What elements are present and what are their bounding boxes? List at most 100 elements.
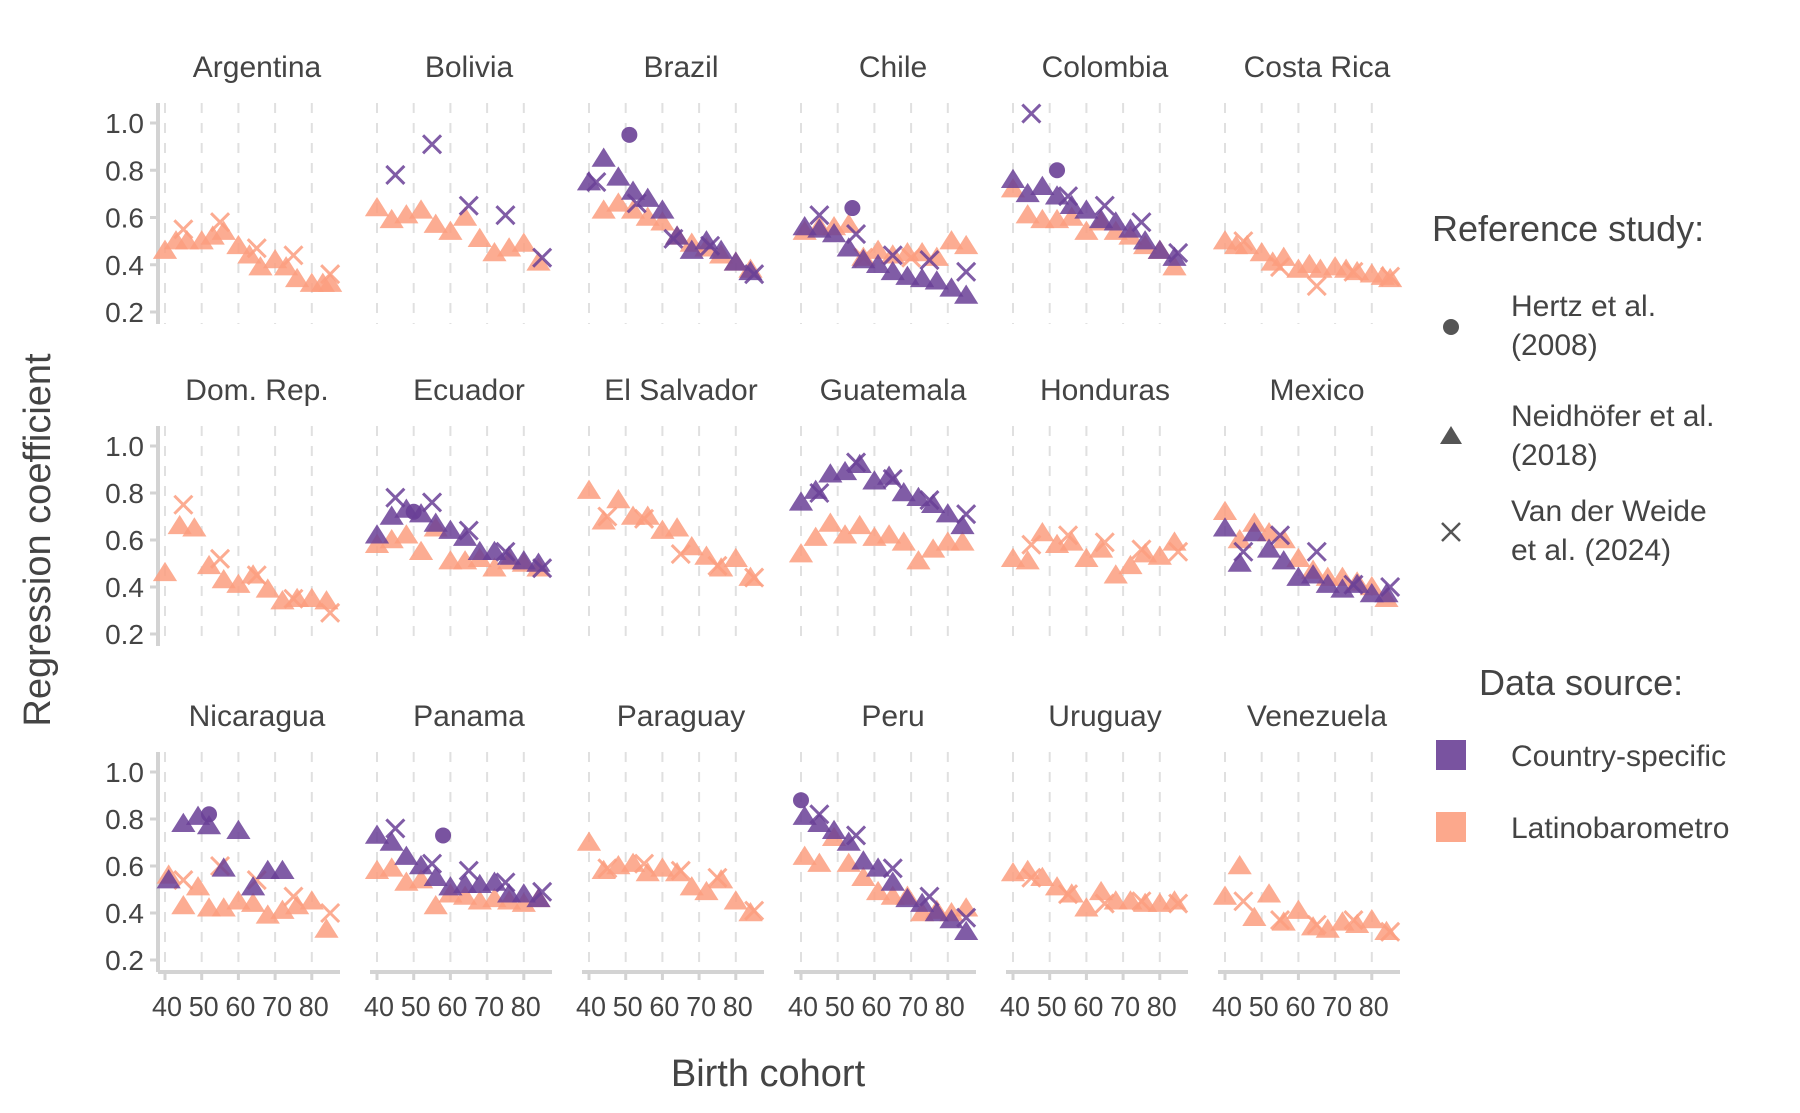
data-point — [283, 245, 304, 266]
data-point — [1021, 534, 1042, 555]
data-point — [1306, 914, 1327, 935]
panel-ecuador: Ecuador — [364, 374, 553, 646]
y-tick-label: 0.2 — [105, 619, 144, 650]
data-point — [1271, 246, 1296, 266]
panel-title: Colombia — [1042, 51, 1169, 84]
data-point — [954, 284, 979, 304]
data-point — [845, 452, 867, 473]
data-point — [1212, 517, 1238, 537]
data-point — [851, 866, 876, 886]
panel-title: Panama — [413, 700, 525, 733]
data-point — [606, 166, 631, 186]
data-point — [709, 869, 734, 889]
data-point — [1286, 899, 1311, 919]
panel-title: El Salvador — [604, 374, 757, 407]
data-point — [935, 503, 960, 523]
data-point — [865, 857, 891, 877]
data-point — [919, 489, 940, 511]
data-point — [707, 867, 728, 888]
data-point — [182, 517, 207, 537]
data-point — [1131, 212, 1152, 233]
data-point — [299, 587, 324, 607]
data-point — [1074, 547, 1099, 568]
y-tick-label: 1.0 — [105, 431, 144, 462]
data-point — [299, 890, 324, 910]
data-point — [423, 866, 448, 886]
data-point — [876, 524, 902, 544]
x-tick-label: 70 — [474, 991, 504, 1022]
data-point — [1306, 275, 1327, 297]
legend: Reference study: Data source: Hertz et a… — [1432, 208, 1729, 845]
data-point — [809, 482, 830, 504]
x-tick-label: 70 — [262, 991, 292, 1022]
data-point — [1380, 921, 1401, 942]
panel-brazil: Brazil — [576, 51, 765, 324]
data-point — [458, 860, 479, 881]
data-point — [385, 818, 406, 839]
data-point — [664, 862, 690, 882]
data-point — [1088, 208, 1114, 229]
data-point — [1074, 897, 1099, 917]
data-point — [156, 869, 181, 889]
data-point — [803, 526, 828, 546]
data-point — [906, 486, 931, 506]
data-point — [458, 195, 479, 216]
data-point — [882, 858, 903, 879]
data-point — [707, 555, 728, 576]
data-point — [891, 482, 916, 502]
data-point — [744, 567, 765, 588]
data-point — [851, 850, 876, 870]
data-point — [809, 205, 830, 226]
panel-title: Dom. Rep. — [185, 374, 328, 407]
legend-label: Country-specific — [1511, 740, 1726, 773]
panel-title: Venezuela — [1247, 700, 1387, 733]
data-point — [954, 897, 979, 917]
data-point — [385, 164, 406, 186]
data-point — [836, 237, 861, 257]
data-point — [956, 261, 977, 282]
x-tick-label: 80 — [511, 991, 541, 1022]
y-tick-label: 0.2 — [105, 945, 144, 976]
y-tick-label: 0.8 — [105, 478, 144, 509]
panel-bolivia: Bolivia — [364, 51, 553, 324]
data-point — [956, 504, 977, 525]
x-tick-label: 60 — [1285, 991, 1315, 1022]
data-point — [211, 857, 236, 877]
data-point — [621, 126, 638, 143]
data-point — [1000, 547, 1026, 568]
data-point — [954, 234, 979, 255]
data-point — [1168, 242, 1189, 263]
x-tick-label: 60 — [649, 991, 679, 1022]
data-point — [895, 887, 920, 908]
data-point — [1168, 541, 1189, 562]
data-point — [152, 561, 178, 582]
data-point — [821, 819, 847, 839]
legend-label: Hertz et al. — [1511, 290, 1656, 323]
data-point — [723, 547, 748, 568]
data-point — [1315, 573, 1340, 593]
data-point — [882, 245, 903, 266]
data-point — [240, 876, 266, 896]
data-point — [792, 215, 817, 236]
data-point — [670, 544, 691, 565]
data-point — [173, 494, 194, 515]
data-point — [723, 890, 748, 910]
data-point — [1057, 884, 1079, 905]
x-tick-label: 50 — [189, 991, 219, 1022]
data-point — [285, 267, 310, 288]
data-point — [1256, 538, 1282, 558]
data-point — [320, 264, 341, 285]
data-point — [209, 548, 231, 569]
data-point — [226, 573, 251, 593]
data-point — [606, 489, 631, 509]
x-tick-label: 80 — [1147, 991, 1177, 1022]
data-point — [809, 804, 830, 825]
data-point — [807, 218, 832, 238]
data-point — [314, 590, 339, 610]
data-point — [597, 858, 618, 879]
y-tick-label: 0.2 — [105, 297, 144, 328]
x-tick-label: 40 — [788, 991, 818, 1022]
y-tick-label: 0.8 — [105, 155, 144, 186]
data-point — [408, 503, 434, 523]
x-tick-label: 40 — [1000, 991, 1030, 1022]
